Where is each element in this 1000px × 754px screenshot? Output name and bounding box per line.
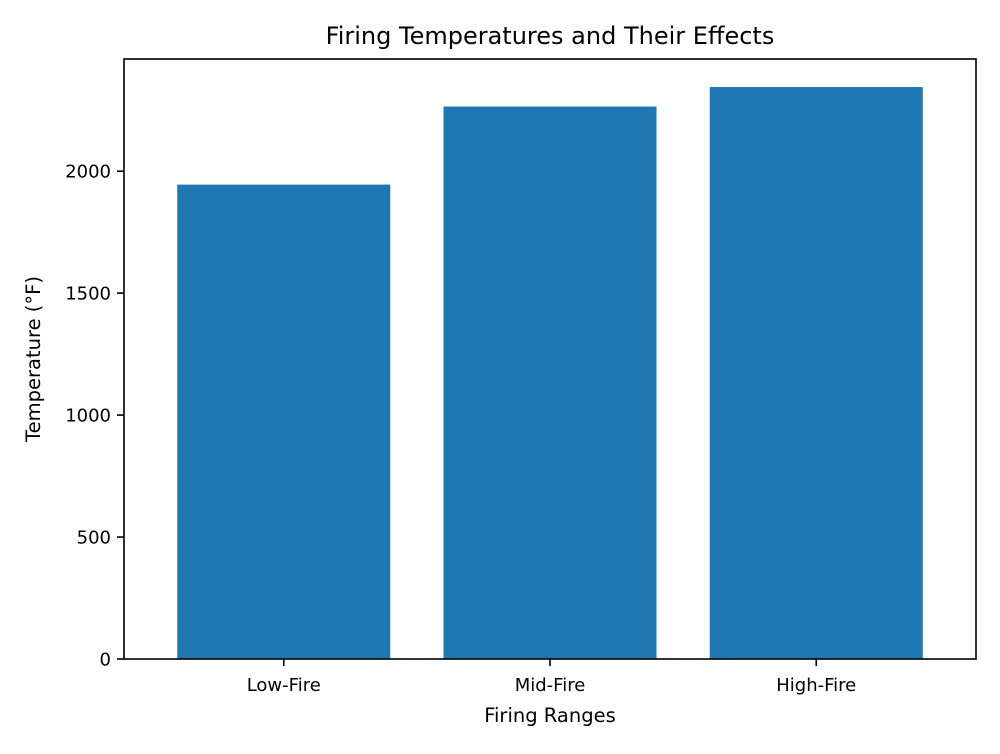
y-tick-label: 1000 [65, 406, 111, 427]
chart-title: Firing Temperatures and Their Effects [326, 22, 775, 50]
bar-high-fire [709, 87, 923, 660]
x-tick-label: Mid-Fire [515, 675, 586, 696]
x-tick-label: Low-Fire [247, 675, 321, 696]
x-tick-label: High-Fire [776, 675, 856, 696]
bars-layer [177, 87, 923, 660]
y-tick-label: 2000 [65, 162, 111, 183]
x-axis-ticks: Low-Fire Mid-Fire High-Fire [247, 659, 856, 696]
y-axis-label: Temperature (°F) [22, 276, 45, 443]
y-axis-ticks: 0 500 1000 1500 2000 [65, 162, 124, 671]
x-axis-label: Firing Ranges [484, 704, 616, 727]
plot-frame [123, 58, 977, 660]
y-tick-label: 1500 [65, 284, 111, 305]
y-tick-label: 500 [77, 528, 111, 549]
bar-mid-fire [443, 106, 657, 659]
bar-low-fire [177, 184, 391, 660]
y-tick-label: 0 [100, 650, 111, 671]
